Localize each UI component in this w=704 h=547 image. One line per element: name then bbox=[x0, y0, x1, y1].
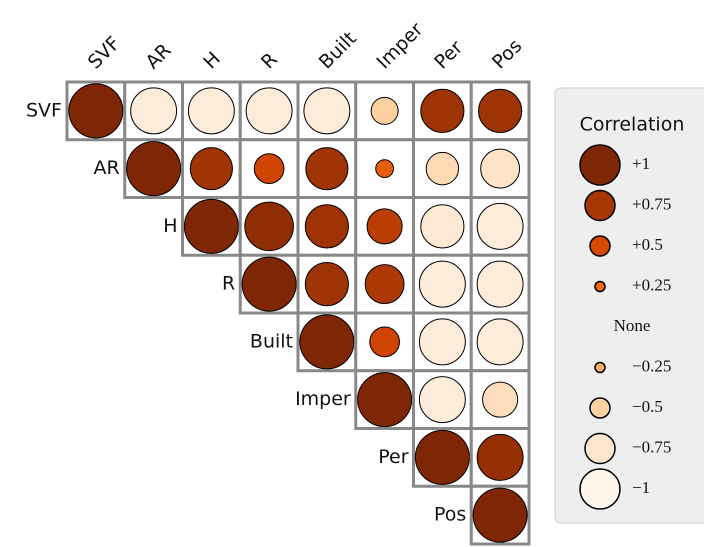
correlation-circle bbox=[244, 201, 294, 252]
legend-label: +0.25 bbox=[632, 275, 671, 294]
legend-circle bbox=[579, 468, 621, 510]
correlation-circle bbox=[476, 318, 524, 366]
correlation-circle bbox=[305, 147, 349, 191]
correlation-circle bbox=[370, 96, 399, 125]
correlation-circle bbox=[303, 87, 351, 135]
correlation-circle bbox=[126, 141, 182, 197]
legend-label: +0.5 bbox=[632, 235, 663, 254]
correlation-circle bbox=[183, 198, 239, 254]
correlation-circle bbox=[189, 147, 233, 191]
correlation-circle bbox=[241, 256, 297, 312]
column-label: Built bbox=[315, 27, 361, 73]
legend-circle bbox=[584, 189, 616, 222]
correlation-circle bbox=[187, 87, 235, 135]
row-label: R bbox=[222, 273, 235, 295]
correlation-circle bbox=[245, 87, 293, 135]
row-label: SVF bbox=[26, 99, 62, 121]
correlation-circle bbox=[357, 372, 413, 428]
correlation-circle bbox=[253, 153, 285, 184]
legend-label: +1 bbox=[632, 154, 650, 173]
column-label: AR bbox=[141, 39, 175, 73]
row-label: AR bbox=[94, 157, 120, 179]
correlation-circle bbox=[369, 326, 400, 358]
column-label: Pos bbox=[488, 35, 526, 73]
correlation-circle bbox=[418, 376, 466, 424]
row-label: H bbox=[163, 215, 177, 237]
column-label: H bbox=[199, 48, 225, 74]
row-label: Pos bbox=[434, 504, 466, 526]
correlation-circle bbox=[130, 87, 178, 135]
correlation-circle bbox=[476, 433, 524, 481]
legend-circle bbox=[594, 280, 606, 293]
correlation-circle bbox=[425, 151, 460, 186]
legend-circle bbox=[579, 144, 621, 186]
legend-box bbox=[554, 87, 704, 524]
correlation-circle bbox=[366, 208, 403, 245]
correlation-circle bbox=[476, 202, 524, 250]
correlation-circle bbox=[299, 314, 355, 370]
column-label: SVF bbox=[84, 32, 125, 73]
legend-circle bbox=[594, 361, 606, 374]
correlation-circle bbox=[478, 88, 523, 133]
correlation-circle bbox=[304, 262, 349, 307]
legend-label: −0.75 bbox=[632, 437, 671, 456]
column-label: R bbox=[257, 49, 282, 74]
legend-label: −1 bbox=[632, 478, 650, 497]
correlation-circle bbox=[418, 318, 466, 366]
legend-title: Correlation bbox=[580, 114, 685, 136]
row-label: Per bbox=[378, 446, 408, 468]
legend-circle bbox=[584, 432, 616, 465]
correlation-circle bbox=[480, 148, 521, 189]
correlation-circle bbox=[68, 83, 124, 139]
correlation-circle bbox=[476, 260, 524, 308]
legend-label: −0.5 bbox=[632, 397, 663, 416]
correlation-circle bbox=[420, 88, 465, 133]
correlation-circle bbox=[472, 487, 528, 543]
column-label: Imper bbox=[372, 18, 427, 73]
legend-circle bbox=[589, 397, 611, 419]
legend-label: +0.75 bbox=[632, 194, 671, 213]
legend-circle bbox=[589, 235, 611, 257]
legend-label: None bbox=[614, 316, 651, 335]
column-label: Per bbox=[430, 36, 467, 73]
row-label: Built bbox=[250, 330, 293, 352]
correlation-circle bbox=[414, 429, 470, 485]
legend-label: −0.25 bbox=[632, 356, 671, 375]
correlation-circle bbox=[420, 204, 465, 249]
row-label: Imper bbox=[295, 388, 351, 410]
correlation-circle bbox=[418, 260, 466, 308]
correlation-circle bbox=[375, 159, 395, 179]
correlation-circle bbox=[482, 381, 519, 418]
correlation-circle bbox=[364, 264, 405, 305]
correlation-circle bbox=[304, 204, 349, 249]
